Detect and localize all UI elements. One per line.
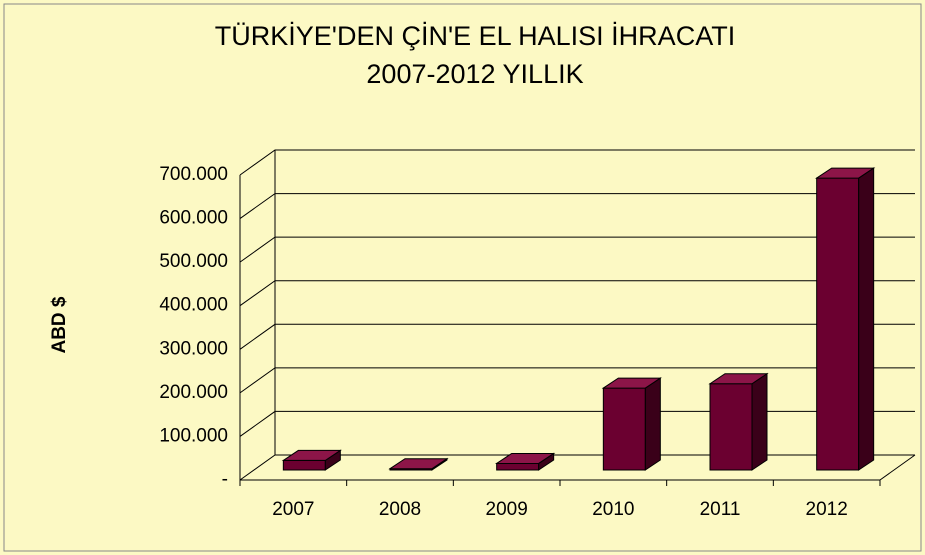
- x-tick-label: 2009: [486, 499, 528, 520]
- bar-top: [601, 377, 662, 389]
- bar-side: [751, 372, 768, 471]
- bar: [815, 167, 876, 471]
- chart-border: [3, 3, 922, 552]
- bar-front: [282, 459, 326, 471]
- x-tick-label: 2012: [806, 499, 848, 520]
- bar-top: [495, 452, 556, 464]
- y-tick-label: 600.000: [159, 208, 228, 229]
- bar-top: [708, 373, 769, 385]
- y-tick-label: 400.000: [159, 295, 228, 316]
- bar-side: [858, 167, 875, 471]
- bar-top: [388, 458, 449, 470]
- bar-front: [496, 462, 540, 471]
- y-axis-label: ABD $: [49, 296, 70, 353]
- bar-front: [602, 387, 646, 471]
- y-tick-label: 500.000: [159, 251, 228, 272]
- y-tick-label: 300.000: [159, 338, 228, 359]
- grid-line: [239, 236, 915, 263]
- grid-line: [239, 454, 915, 481]
- grid-line: [239, 323, 915, 350]
- bar-top: [815, 167, 876, 179]
- x-tick-label: 2008: [379, 499, 421, 520]
- bar-front: [709, 383, 753, 471]
- bar-front: [816, 177, 860, 471]
- y-tick-label: -: [222, 469, 228, 490]
- floor-edge: [879, 454, 916, 481]
- chart-subtitle: 2007-2012 YILLIK: [366, 59, 583, 89]
- bar-side: [644, 377, 661, 471]
- x-tick-label: 2007: [272, 499, 314, 520]
- bar: [495, 452, 556, 471]
- y-tick-label: 700.000: [159, 164, 228, 185]
- grid-line: [239, 193, 915, 219]
- y-tick-label: 200.000: [159, 382, 228, 403]
- grid-line: [239, 367, 915, 394]
- bar: [708, 372, 769, 471]
- bar: [281, 449, 342, 471]
- y-tick-label: 100.000: [159, 425, 228, 446]
- grid-line: [239, 410, 915, 437]
- x-tick-label: 2011: [700, 499, 741, 520]
- grid-line: [239, 149, 915, 176]
- bar-top: [281, 449, 342, 461]
- chart-title: TÜRKİYE'DEN ÇİN'E EL HALISI İHRACATI: [215, 20, 735, 51]
- grid-line: [239, 280, 915, 307]
- bar: [601, 377, 662, 471]
- bar: [388, 457, 449, 471]
- x-tick-label: 2010: [592, 499, 634, 520]
